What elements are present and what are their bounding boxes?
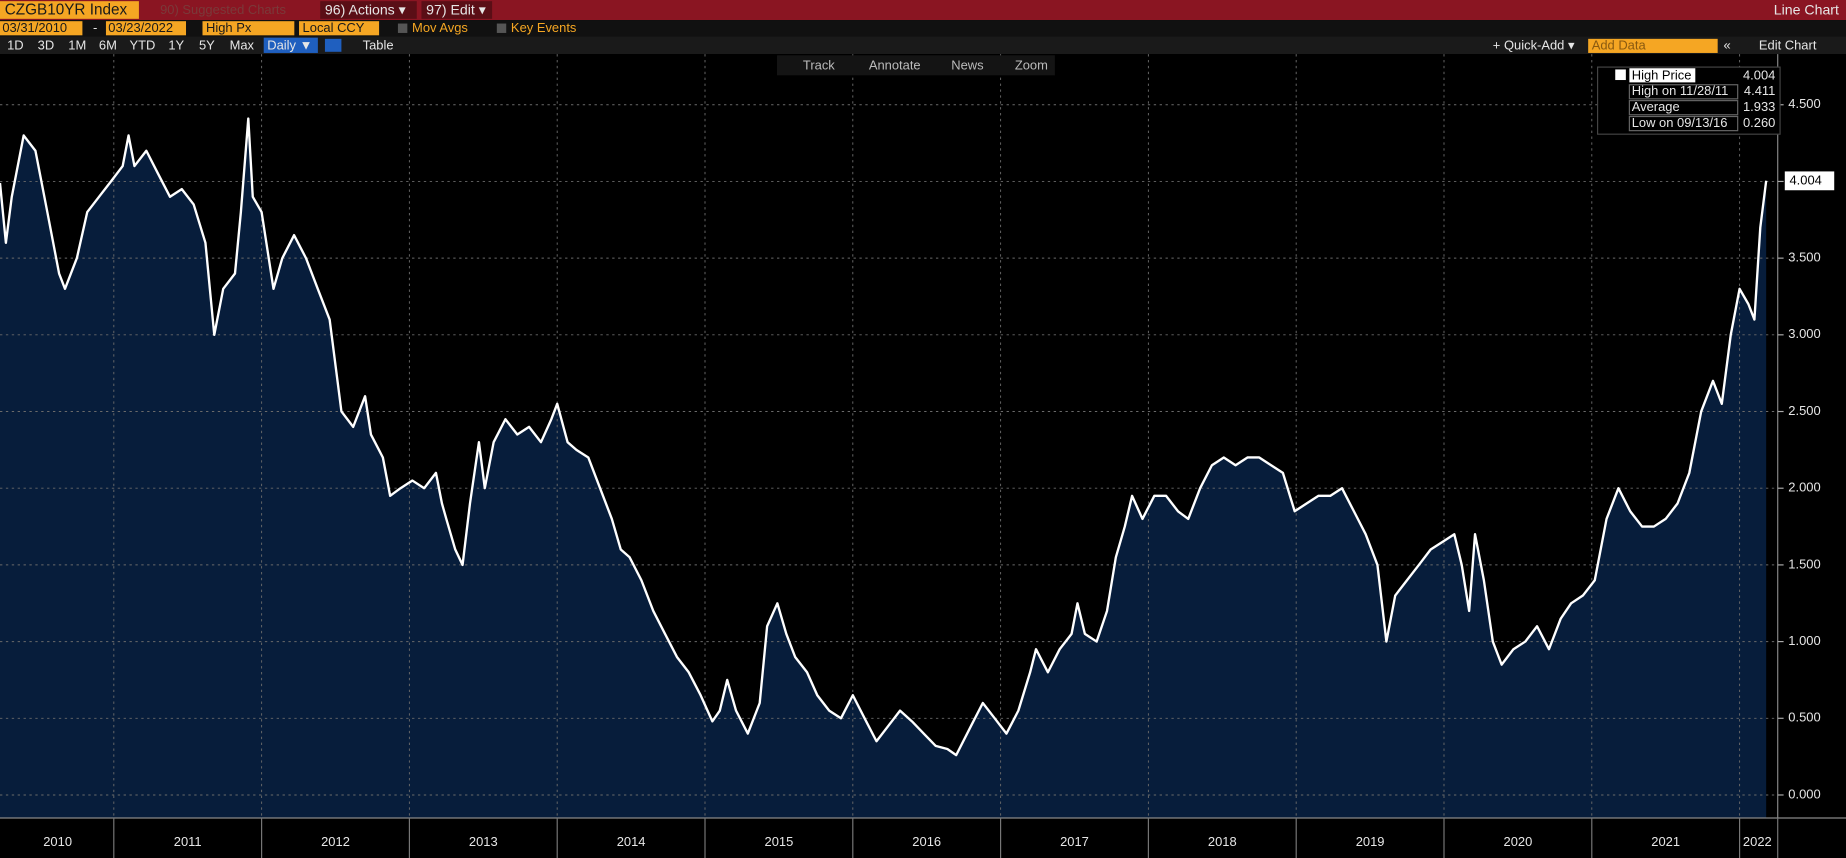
tool-button[interactable]: Track [803, 57, 835, 72]
frequency-box[interactable] [263, 37, 318, 53]
x-tick-label: 2018 [1208, 834, 1237, 849]
edit-button[interactable] [421, 1, 493, 19]
y-tick-label: 1.500 [1788, 556, 1820, 571]
y-tick-label: 0.500 [1788, 710, 1820, 725]
last-value-tag [1784, 171, 1835, 191]
period-button[interactable]: Max [230, 37, 255, 52]
key-events[interactable]: Key Events [511, 20, 576, 35]
periods: 1D 3D 1M 6M YTD 1Y 5Y Max [7, 37, 254, 52]
y-tick-label: 4.500 [1788, 96, 1820, 111]
quick-add[interactable]: + Quick-Add ▾ [1493, 37, 1575, 52]
currency[interactable]: Local CCY [303, 20, 365, 35]
period-button[interactable]: 1Y [168, 37, 184, 52]
chart-kind: Line Chart [1774, 1, 1839, 17]
actions[interactable]: 96) Actions ▾ [325, 1, 406, 17]
y-tick-label: 3.500 [1788, 250, 1820, 265]
stat-label: Average [1632, 99, 1680, 114]
y-tick-label: 0.000 [1788, 786, 1820, 801]
period-button[interactable]: YTD [130, 37, 156, 52]
tool-button[interactable]: Annotate [869, 57, 921, 72]
field-box[interactable] [202, 21, 295, 36]
y-tick-label: 3.000 [1788, 326, 1820, 341]
stats: High on 11/28/11 4.411 Average 1.933 Low on … [1628, 83, 1775, 132]
actions-button[interactable] [320, 1, 417, 19]
table[interactable]: Table [363, 37, 394, 52]
add-data-box[interactable] [1588, 38, 1718, 53]
start-date-box[interactable] [0, 21, 83, 36]
x-tick-label: 2013 [469, 834, 498, 849]
legend-name: High Price [1632, 67, 1692, 82]
x-tick-label: 2010 [43, 834, 72, 849]
x-tick-label: 2020 [1503, 834, 1532, 849]
checkbox[interactable] [496, 23, 507, 33]
field[interactable]: High Px [206, 20, 252, 35]
x-tick-label: 2022 [1743, 834, 1772, 849]
ticker[interactable]: CZGB10YR Index [5, 2, 128, 19]
x-tick-label: 2015 [765, 834, 794, 849]
plot: 0.000 0.500 1.000 1.500 2.000 2.500 3.000 3.500… [0, 54, 1846, 858]
y-tick-label: 2.000 [1788, 480, 1820, 495]
legend-value: 4.004 [1743, 67, 1775, 82]
period-bar [0, 36, 1846, 55]
period-button[interactable]: 3D [38, 37, 55, 52]
frequency[interactable]: Daily ▼ [267, 37, 312, 52]
tool-button[interactable]: Zoom [1015, 57, 1048, 72]
period-button[interactable]: 1D [7, 37, 24, 52]
stat-value: 0.260 [1743, 115, 1775, 130]
stat-label-box [1628, 100, 1739, 116]
period-button[interactable]: 6M [99, 37, 117, 52]
checkbox[interactable] [397, 23, 408, 33]
last-value-label: 4.004 [1789, 172, 1821, 187]
x-tick-label: 2021 [1651, 834, 1680, 849]
collapse[interactable]: « [1724, 37, 1731, 52]
x-tick-label: 2016 [912, 834, 941, 849]
add-data[interactable]: Add Data [1592, 37, 1647, 52]
date-sep: - [93, 20, 97, 35]
area [0, 118, 1767, 818]
x-tick-label: 2012 [321, 834, 350, 849]
x-tick-label: 2019 [1356, 834, 1385, 849]
currency-box[interactable] [299, 21, 380, 36]
edit[interactable]: 97) Edit ▾ [426, 1, 486, 17]
stat-label-box [1628, 115, 1739, 132]
x-tick-label: 2011 [174, 834, 202, 849]
settings-bar [0, 20, 1846, 37]
mov-avgs[interactable]: Mov Avgs [412, 20, 468, 35]
stat-label: High on 11/28/11 [1632, 83, 1729, 98]
period-button[interactable]: 1M [68, 37, 86, 52]
line [0, 117, 1768, 757]
legend-swatch [1615, 69, 1626, 81]
chart-toolbar [777, 55, 1055, 76]
stat-value: 1.933 [1743, 99, 1775, 114]
end-date-box[interactable] [105, 21, 187, 36]
ticker-box[interactable] [0, 1, 139, 19]
end-date[interactable]: 03/23/2022 [108, 20, 173, 35]
axis-background [1777, 54, 1846, 818]
suggested-charts[interactable]: 90) Suggested Charts [160, 2, 286, 17]
stat-label-box [1628, 84, 1739, 100]
legend-name-box [1629, 68, 1696, 83]
tool-button[interactable]: News [951, 57, 983, 72]
stat-label: Low on 09/13/16 [1632, 115, 1728, 130]
x-tick-label: 2017 [1060, 834, 1089, 849]
tools: Track Annotate News Zoom [803, 57, 1048, 72]
y-tick-label: 2.500 [1788, 403, 1820, 418]
y-tick-label: 1.000 [1788, 633, 1820, 648]
x-axis-background [0, 817, 1846, 858]
start-date[interactable]: 03/31/2010 [2, 20, 67, 35]
period-button[interactable]: 5Y [199, 37, 215, 52]
line-icon[interactable] [324, 38, 342, 52]
x-tick-label: 2014 [617, 834, 646, 849]
edit-chart[interactable]: Edit Chart [1759, 37, 1817, 52]
stat-value: 4.411 [1744, 83, 1775, 98]
